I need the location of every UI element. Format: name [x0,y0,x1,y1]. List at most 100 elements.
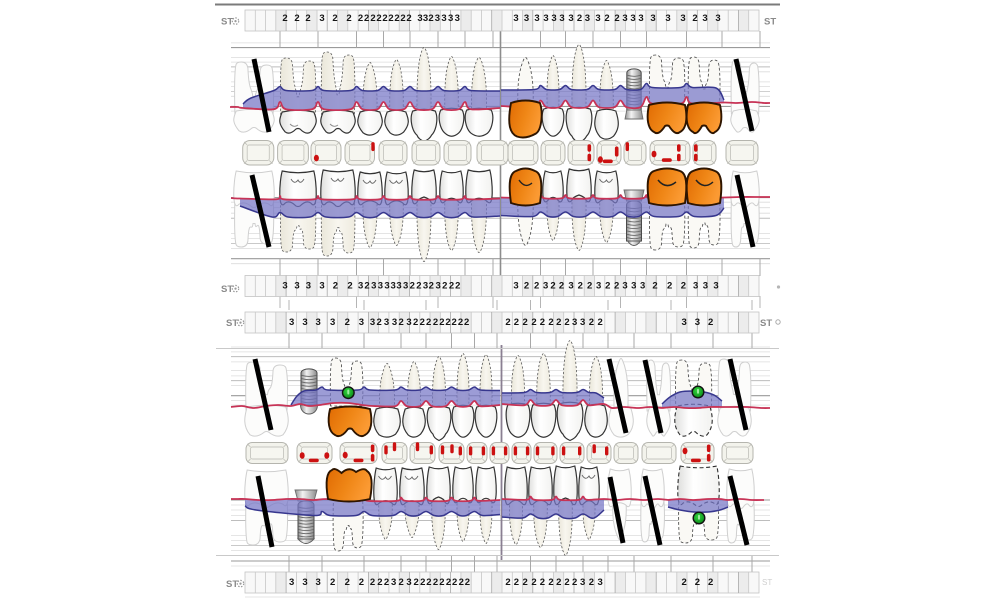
svg-text:2: 2 [540,577,545,588]
svg-text:3: 3 [693,281,698,292]
svg-text:2: 2 [505,317,510,328]
svg-text:3: 3 [631,281,636,292]
svg-text:2: 2 [384,577,389,588]
svg-text:2: 2 [614,281,619,292]
svg-text:2: 2 [426,317,431,328]
svg-text:3: 3 [436,281,441,292]
svg-text:3: 3 [406,317,411,328]
svg-text:3: 3 [543,281,548,292]
svg-text:2: 2 [572,577,577,588]
svg-text:3: 3 [384,281,389,292]
svg-text:3: 3 [302,577,307,588]
svg-text:3: 3 [316,577,321,588]
svg-text:2: 2 [377,577,382,588]
svg-text:3: 3 [294,281,299,292]
svg-text:3: 3 [316,317,321,328]
svg-text:2: 2 [455,281,460,292]
svg-text:3: 3 [650,13,655,24]
svg-text:2: 2 [400,13,405,24]
svg-text:2: 2 [433,577,438,588]
svg-text:3: 3 [391,281,396,292]
svg-text:3: 3 [713,281,718,292]
svg-text:2: 2 [442,281,447,292]
svg-text:2: 2 [548,317,553,328]
svg-text:3: 3 [319,13,324,24]
svg-text:2: 2 [364,13,369,24]
svg-text:3: 3 [580,577,585,588]
svg-text:3: 3 [406,577,411,588]
svg-text:2: 2 [398,317,403,328]
svg-text:3: 3 [441,13,446,24]
svg-text:2: 2 [589,577,594,588]
svg-text:3: 3 [455,13,460,24]
svg-text:2: 2 [416,281,421,292]
svg-text:3: 3 [702,13,707,24]
svg-text:2: 2 [445,317,450,328]
svg-text:2: 2 [548,577,553,588]
svg-text:3: 3 [596,281,601,292]
svg-text:2: 2 [682,577,687,588]
svg-text:ST: ST [764,17,776,28]
svg-text:2: 2 [708,317,713,328]
svg-text:2: 2 [598,317,603,328]
svg-text:2: 2 [446,577,451,588]
svg-text:2: 2 [605,281,610,292]
svg-text:2: 2 [531,577,536,588]
svg-text:2: 2 [414,577,419,588]
svg-text:2: 2 [556,577,561,588]
svg-text:2: 2 [428,13,433,24]
svg-text:3: 3 [358,281,363,292]
svg-text:2: 2 [420,317,425,328]
svg-text:2: 2 [465,577,470,588]
svg-text:3: 3 [595,13,600,24]
svg-text:3: 3 [665,13,670,24]
svg-text:2: 2 [358,13,363,24]
svg-text:3: 3 [282,281,287,292]
svg-text:2: 2 [332,13,337,24]
svg-text:3: 3 [306,281,311,292]
svg-text:3: 3 [580,317,585,328]
svg-text:3: 3 [391,577,396,588]
svg-text:2: 2 [692,13,697,24]
svg-text:3: 3 [289,577,294,588]
svg-text:2: 2 [523,577,528,588]
svg-text:2: 2 [587,281,592,292]
svg-text:2: 2 [604,13,609,24]
svg-text:2: 2 [708,577,713,588]
svg-text:3: 3 [640,281,645,292]
svg-text:ST: ST [221,17,233,28]
svg-text:3: 3 [423,281,428,292]
svg-text:2: 2 [614,13,619,24]
svg-text:3: 3 [622,13,627,24]
svg-text:2: 2 [376,317,381,328]
svg-text:3: 3 [682,317,687,328]
svg-text:3: 3 [585,13,590,24]
svg-text:2: 2 [406,13,411,24]
svg-text:3: 3 [289,317,294,328]
svg-text:2: 2 [505,577,510,588]
svg-text:3: 3 [396,281,401,292]
svg-text:3: 3 [680,13,685,24]
svg-text:3: 3 [572,317,577,328]
svg-text:2: 2 [523,317,528,328]
svg-text:2: 2 [370,577,375,588]
svg-text:3: 3 [513,13,518,24]
svg-text:2: 2 [429,281,434,292]
svg-text:2: 2 [305,13,310,24]
svg-text:3: 3 [513,281,518,292]
svg-text:2: 2 [652,281,657,292]
svg-text:2: 2 [459,577,464,588]
svg-text:2: 2 [667,281,672,292]
svg-text:2: 2 [364,281,369,292]
svg-text:2: 2 [394,13,399,24]
svg-text:2: 2 [452,577,457,588]
svg-text:3: 3 [370,317,375,328]
svg-text:ST: ST [226,318,238,329]
svg-text:2: 2 [439,577,444,588]
svg-text:2: 2 [534,281,539,292]
svg-text:2: 2 [330,577,335,588]
svg-text:ST: ST [221,284,233,295]
svg-text:2: 2 [294,13,299,24]
svg-text:3: 3 [543,13,548,24]
svg-text:3: 3 [384,317,389,328]
